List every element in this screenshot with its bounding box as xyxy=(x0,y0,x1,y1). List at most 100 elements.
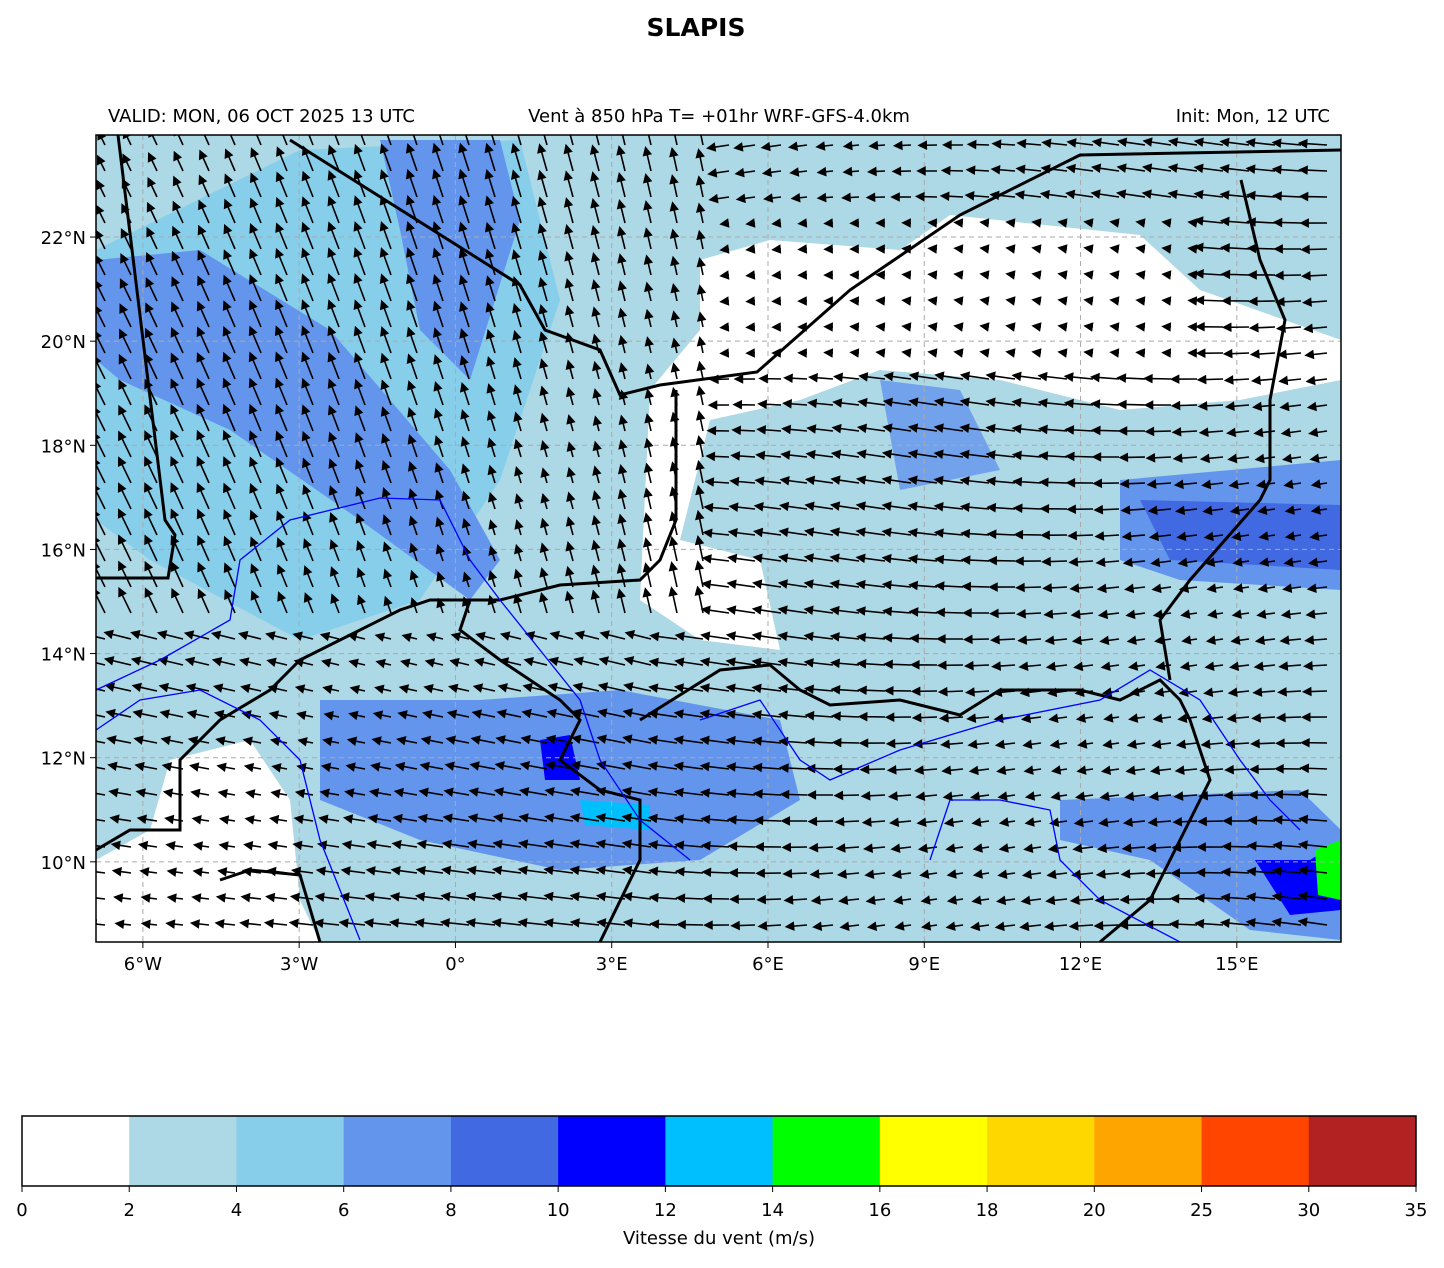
wind-arrow xyxy=(911,712,938,723)
wind-arrow xyxy=(997,791,1016,801)
wind-arrow xyxy=(420,735,444,746)
wind-arrow xyxy=(96,792,106,796)
border xyxy=(1158,179,1287,681)
wind-arrow xyxy=(274,351,288,380)
wind-arrow xyxy=(1193,163,1224,174)
wind-arrow xyxy=(1272,191,1302,201)
wind-arrow xyxy=(1204,661,1224,671)
wind-arrow xyxy=(383,568,393,588)
wind-arrow xyxy=(965,687,990,697)
wind-arrow xyxy=(855,606,886,616)
wind-arrow xyxy=(303,592,314,614)
wind-arrow xyxy=(1249,764,1276,775)
wind-arrow xyxy=(275,456,288,484)
wind-arrow xyxy=(1016,138,1042,149)
wind-arrow xyxy=(1256,609,1276,619)
wind-arrow xyxy=(1109,244,1120,254)
wind-arrow xyxy=(160,735,184,746)
wind-arrow xyxy=(340,866,366,876)
wind-arrow xyxy=(245,789,262,799)
wind-arrow xyxy=(719,322,730,332)
wind-arrow xyxy=(1161,270,1172,280)
wind-arrow xyxy=(777,710,808,720)
wind-arrow xyxy=(573,656,600,666)
wind-arrow xyxy=(945,843,964,853)
wind-arrow xyxy=(540,467,550,484)
wind-arrow xyxy=(751,683,782,694)
wind-arrow xyxy=(318,814,340,824)
wind-arrow xyxy=(882,423,912,433)
wind-arrow xyxy=(301,351,314,380)
wind-arrow xyxy=(137,840,158,851)
wind-arrow xyxy=(1005,270,1016,280)
wind-arrow xyxy=(836,869,860,879)
river xyxy=(96,497,691,861)
wind-arrow xyxy=(405,142,418,172)
wind-arrow xyxy=(783,895,808,905)
wind-arrow xyxy=(597,682,626,692)
wind-arrow xyxy=(388,918,418,928)
wind-arrow xyxy=(412,135,418,146)
wind-arrow xyxy=(596,734,626,744)
wind-arrow xyxy=(695,435,706,458)
wind-arrow xyxy=(696,202,706,224)
wind-arrow xyxy=(1019,921,1042,932)
wind-arrow xyxy=(565,541,575,562)
x-tick-label: 3°W xyxy=(280,954,318,975)
wind-arrow xyxy=(700,814,730,825)
wind-arrow xyxy=(1271,917,1302,928)
wind-arrow xyxy=(237,630,262,641)
wind-arrow xyxy=(617,280,627,302)
wind-arrow xyxy=(119,278,132,302)
wind-arrow xyxy=(892,140,912,151)
wind-arrow xyxy=(598,656,626,666)
wind-arrow xyxy=(1005,244,1016,254)
wind-arrow xyxy=(1094,531,1120,541)
wind-arrow xyxy=(222,325,236,354)
wind-arrow xyxy=(296,710,314,721)
wind-arrow xyxy=(1251,713,1276,723)
wind-arrow xyxy=(752,579,782,589)
wind-arrow xyxy=(192,867,210,877)
wind-arrow xyxy=(797,218,808,228)
wind-arrow xyxy=(546,708,574,719)
wind-arrow xyxy=(96,688,106,692)
wind-arrow xyxy=(196,455,210,484)
wind-arrow xyxy=(214,919,236,929)
wind-arrow xyxy=(708,193,730,204)
wind-arrow xyxy=(644,336,654,354)
wind-arrow xyxy=(1148,531,1172,542)
wind-arrow xyxy=(699,657,730,667)
wind-arrow xyxy=(1128,713,1146,723)
wind-arrow xyxy=(1016,609,1042,619)
wind-arrow xyxy=(172,200,184,224)
wind-arrow xyxy=(566,466,576,484)
wind-arrow xyxy=(144,587,158,614)
wind-arrow xyxy=(875,322,886,332)
wind-arrow xyxy=(118,379,132,406)
wind-arrow xyxy=(860,791,886,801)
wind-arrow xyxy=(703,920,730,930)
wind-arrow xyxy=(962,634,990,645)
wind-arrow xyxy=(328,431,340,458)
wind-arrow xyxy=(864,869,886,880)
wind-arrow xyxy=(1146,479,1172,489)
wind-arrow xyxy=(327,351,340,380)
wind-arrow xyxy=(166,867,184,877)
wind-arrow xyxy=(354,378,366,406)
wind-arrow xyxy=(1202,505,1224,516)
x-tick-label: 12°E xyxy=(1059,954,1102,975)
wind-arrow xyxy=(823,296,834,306)
wind-arrow xyxy=(119,328,132,354)
wind-arrow xyxy=(695,148,705,172)
wind-arrow xyxy=(808,372,834,383)
wind-arrow xyxy=(745,348,756,358)
wind-arrow xyxy=(1304,349,1328,360)
wind-arrow xyxy=(218,841,236,851)
wind-arrow xyxy=(1248,322,1276,333)
river xyxy=(699,669,1301,831)
wind-arrow xyxy=(464,135,470,146)
wind-arrow xyxy=(1020,713,1042,724)
wind-arrow xyxy=(643,462,654,484)
wind-arrow xyxy=(513,438,523,458)
